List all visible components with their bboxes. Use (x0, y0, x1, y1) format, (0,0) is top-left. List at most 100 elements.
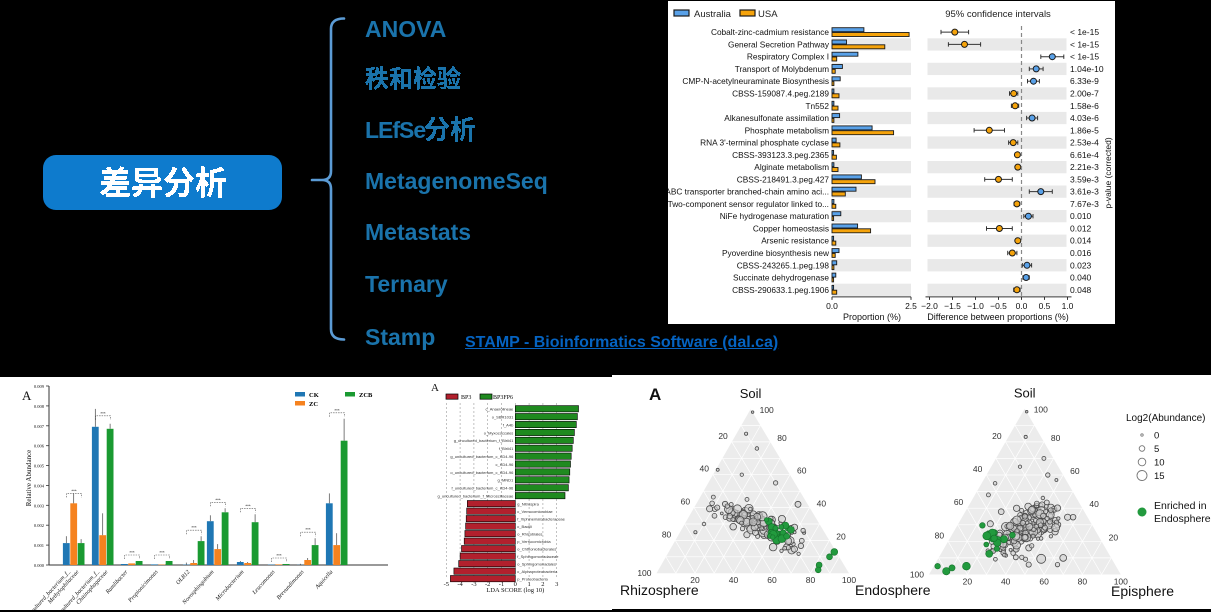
svg-text:ZCB: ZCB (359, 392, 373, 399)
svg-text:p_Proteobacteria: p_Proteobacteria (517, 577, 548, 582)
svg-text:80: 80 (662, 529, 672, 539)
svg-text:-2: -2 (485, 581, 490, 588)
svg-text:0.014: 0.014 (1070, 236, 1092, 246)
svg-text:NiFe hydrogenase maturation: NiFe hydrogenase maturation (720, 211, 830, 221)
svg-text:p_Verrucomicrobia: p_Verrucomicrobia (517, 539, 551, 544)
svg-text:20: 20 (1109, 532, 1119, 542)
svg-text:***: *** (215, 497, 221, 502)
svg-text:0.5: 0.5 (1039, 301, 1051, 311)
svg-text:CBSS-159087.4.peg.2189: CBSS-159087.4.peg.2189 (732, 89, 829, 99)
svg-text:***: *** (71, 488, 77, 493)
svg-text:o_Rhizobiales: o_Rhizobiales (517, 532, 542, 537)
svg-text:Soil: Soil (740, 386, 762, 401)
svg-text:20: 20 (690, 575, 700, 585)
svg-text:g_MND1: g_MND1 (498, 478, 515, 483)
svg-text:***: *** (191, 525, 197, 530)
svg-text:A: A (22, 388, 32, 403)
svg-text:g_uncultured_bacterium_c_KD4-9: g_uncultured_bacterium_c_KD4-96 (450, 454, 514, 459)
svg-text:1: 1 (527, 581, 530, 588)
svg-text:-1: -1 (499, 581, 504, 588)
svg-text:60: 60 (1039, 577, 1049, 587)
svg-text:60: 60 (767, 575, 777, 585)
svg-text:40: 40 (817, 499, 827, 509)
svg-text:Australia: Australia (694, 9, 732, 20)
svg-text:3: 3 (555, 581, 558, 588)
svg-text:Proportion (%): Proportion (%) (843, 312, 901, 322)
svg-text:0.012: 0.012 (1070, 224, 1092, 234)
svg-text:LDA SCORE (log 10): LDA SCORE (log 10) (486, 587, 544, 594)
svg-text:< 1e-15: < 1e-15 (1070, 39, 1099, 49)
svg-text:2.00e-7: 2.00e-7 (1070, 89, 1099, 99)
svg-text:-4: -4 (457, 581, 463, 588)
svg-text:100: 100 (760, 405, 774, 415)
svg-text:f_Sphingomonadaceae: f_Sphingomonadaceae (517, 554, 559, 559)
svg-text:Alginate metabolism: Alginate metabolism (754, 162, 829, 172)
svg-text:Cobalt-zinc-cadmium resistance: Cobalt-zinc-cadmium resistance (711, 27, 829, 37)
svg-text:60: 60 (1070, 466, 1080, 476)
svg-text:CBSS-243265.1.peg.198: CBSS-243265.1.peg.198 (737, 260, 830, 270)
svg-text:6.61e-4: 6.61e-4 (1070, 150, 1099, 160)
svg-text:100: 100 (637, 568, 651, 578)
svg-text:c_Verrucomicrobiae: c_Verrucomicrobiae (517, 509, 553, 514)
svg-text:100: 100 (1114, 577, 1128, 587)
svg-text:100: 100 (1034, 405, 1048, 415)
svg-text:BP3: BP3 (461, 395, 471, 401)
svg-text:Enriched in: Enriched in (1154, 500, 1207, 512)
svg-text:Difference between proportions: Difference between proportions (%) (927, 312, 1068, 322)
svg-text:BP3FP6: BP3FP6 (493, 395, 513, 401)
svg-text:General Secretion Pathway: General Secretion Pathway (728, 39, 830, 49)
svg-text:Alkanesulfonate assimilation: Alkanesulfonate assimilation (724, 113, 829, 123)
svg-text:1.86e-5: 1.86e-5 (1070, 125, 1099, 135)
svg-text:o_SBR1031: o_SBR1031 (492, 415, 514, 420)
svg-text:c_Alphaproteobacteria: c_Alphaproteobacteria (517, 569, 558, 574)
svg-text:USA: USA (758, 9, 778, 20)
svg-text:p-value (corrected): p-value (corrected) (1103, 137, 1113, 209)
svg-text:40: 40 (1089, 499, 1099, 509)
svg-text:0.008: 0.008 (34, 404, 45, 409)
svg-text:40: 40 (973, 464, 983, 474)
svg-text:Log2(Abundance): Log2(Abundance) (1126, 413, 1206, 424)
svg-text:ABC transporter branched-chain: ABC transporter branched-chain amino aci… (668, 187, 829, 197)
svg-text:Succinate dehydrogenase: Succinate dehydrogenase (733, 273, 829, 283)
svg-text:Relative Abundance: Relative Abundance (25, 450, 33, 507)
svg-text:RNA 3'-terminal phosphate cycl: RNA 3'-terminal phosphate cyclase (700, 138, 829, 148)
svg-text:20: 20 (836, 531, 846, 541)
svg-text:c_KD4-96: c_KD4-96 (496, 462, 515, 467)
svg-text:g_uncultured_bacterium_f_Blrii: g_uncultured_bacterium_f_Blrii41 (454, 438, 514, 443)
svg-text:100: 100 (842, 575, 856, 585)
svg-text:−1.5: −1.5 (944, 301, 961, 311)
svg-text:20: 20 (992, 431, 1002, 441)
svg-text:0: 0 (1154, 431, 1159, 442)
svg-text:80: 80 (1078, 577, 1088, 587)
svg-text:Episphere: Episphere (1111, 583, 1174, 599)
svg-text:60: 60 (797, 466, 807, 476)
svg-text:ZC: ZC (309, 401, 318, 408)
svg-text:0.003: 0.003 (34, 503, 45, 508)
svg-text:40: 40 (700, 464, 710, 474)
svg-text:Pyoverdine biosynthesis new: Pyoverdine biosynthesis new (722, 248, 830, 258)
svg-text:***: *** (100, 411, 106, 416)
svg-text:***: *** (334, 408, 340, 413)
svg-text:0.009: 0.009 (34, 384, 45, 389)
svg-text:80: 80 (935, 530, 945, 540)
svg-text:< 1e-15: < 1e-15 (1070, 52, 1099, 62)
svg-text:80: 80 (1051, 433, 1061, 443)
svg-text:-3: -3 (471, 581, 476, 588)
svg-text:o_Myxococcales: o_Myxococcales (484, 430, 514, 435)
svg-text:g_Nitrospira: g_Nitrospira (517, 502, 539, 507)
svg-text:***: *** (245, 503, 251, 508)
svg-text:-5: -5 (444, 581, 449, 588)
svg-text:0.010: 0.010 (1070, 211, 1092, 221)
svg-text:CK: CK (309, 392, 319, 399)
svg-text:20: 20 (718, 431, 728, 441)
svg-text:CMP-N-acetylneuraminate Biosyn: CMP-N-acetylneuraminate Biosynthesis (682, 76, 829, 86)
svg-text:60: 60 (954, 497, 964, 507)
svg-text:CBSS-218491.3.peg.427: CBSS-218491.3.peg.427 (737, 174, 830, 184)
svg-text:0.000: 0.000 (34, 563, 45, 568)
svg-text:f_uncultured_bacterium_c_KD4-9: f_uncultured_bacterium_c_KD4-96 (451, 486, 514, 491)
svg-text:0.040: 0.040 (1070, 273, 1092, 283)
svg-text:Transport of Molybdenum: Transport of Molybdenum (735, 64, 829, 74)
svg-text:2.53e-4: 2.53e-4 (1070, 138, 1099, 148)
svg-text:−1.0: −1.0 (967, 301, 984, 311)
svg-text:0: 0 (514, 581, 517, 588)
